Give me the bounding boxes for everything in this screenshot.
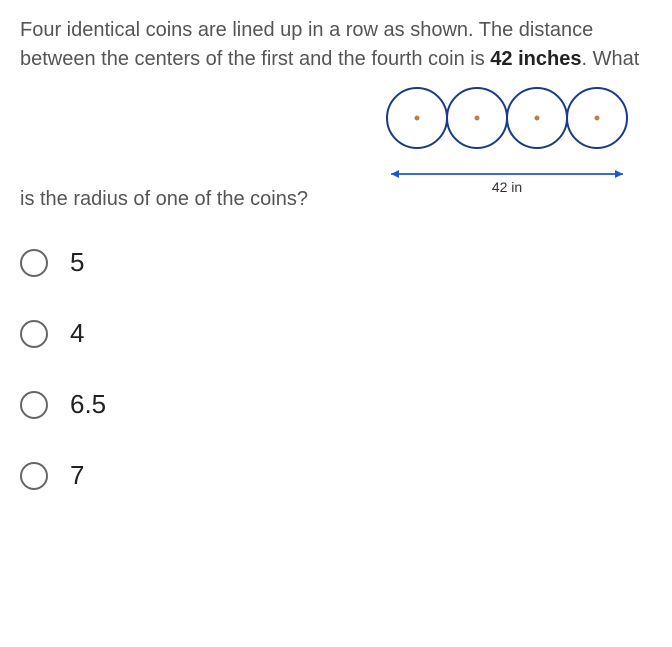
options-list: 5 4 6.5 7 [20, 247, 652, 491]
radio-icon [20, 249, 48, 277]
q-line2-post: . What [581, 48, 639, 70]
option-1[interactable]: 4 [20, 318, 652, 349]
option-3[interactable]: 7 [20, 460, 652, 491]
coins-diagram: 42 in [367, 82, 647, 212]
figure: 42 in [362, 82, 652, 217]
option-label: 7 [70, 460, 84, 491]
option-label: 4 [70, 318, 84, 349]
svg-text:42 in: 42 in [492, 179, 522, 195]
radio-icon [20, 391, 48, 419]
option-label: 5 [70, 247, 84, 278]
question-text-bottom: is the radius of one of the coins? [20, 188, 308, 217]
option-0[interactable]: 5 [20, 247, 652, 278]
question-text-top: Four identical coins are lined up in a r… [20, 16, 652, 74]
q-distance: 42 inches [490, 48, 581, 70]
radio-icon [20, 462, 48, 490]
option-label: 6.5 [70, 389, 106, 420]
radio-icon [20, 320, 48, 348]
option-2[interactable]: 6.5 [20, 389, 652, 420]
q-line1: Four identical coins are lined up in a r… [20, 19, 593, 41]
q-line2-pre: between the centers of the first and the… [20, 48, 490, 70]
